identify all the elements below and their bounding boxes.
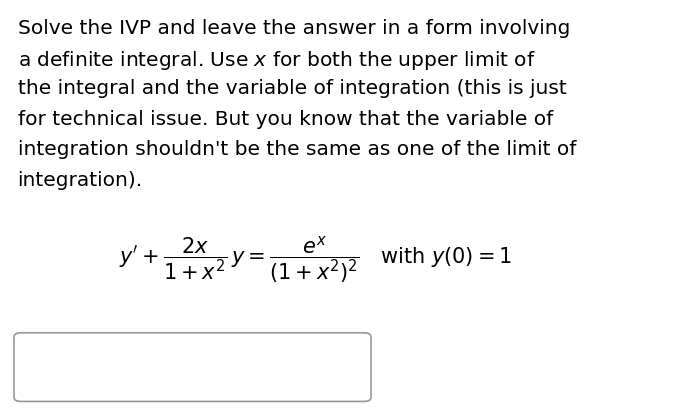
Text: $y' + \dfrac{2x}{1 + x^2}\,y = \dfrac{e^{x}}{(1 + x^2)^2}$   with $y(0) = 1$: $y' + \dfrac{2x}{1 + x^2}\,y = \dfrac{e^… [119, 235, 512, 285]
Text: a definite integral. Use $x$ for both the upper limit of: a definite integral. Use $x$ for both th… [18, 49, 536, 72]
Text: integration).: integration). [18, 171, 143, 190]
Text: the integral and the variable of integration (this is just: the integral and the variable of integra… [18, 79, 566, 99]
FancyBboxPatch shape [14, 333, 371, 401]
Text: Solve the IVP and leave the answer in a form involving: Solve the IVP and leave the answer in a … [18, 19, 570, 38]
Text: integration shouldn't be the same as one of the limit of: integration shouldn't be the same as one… [18, 140, 576, 159]
Text: for technical issue. But you know that the variable of: for technical issue. But you know that t… [18, 110, 553, 129]
